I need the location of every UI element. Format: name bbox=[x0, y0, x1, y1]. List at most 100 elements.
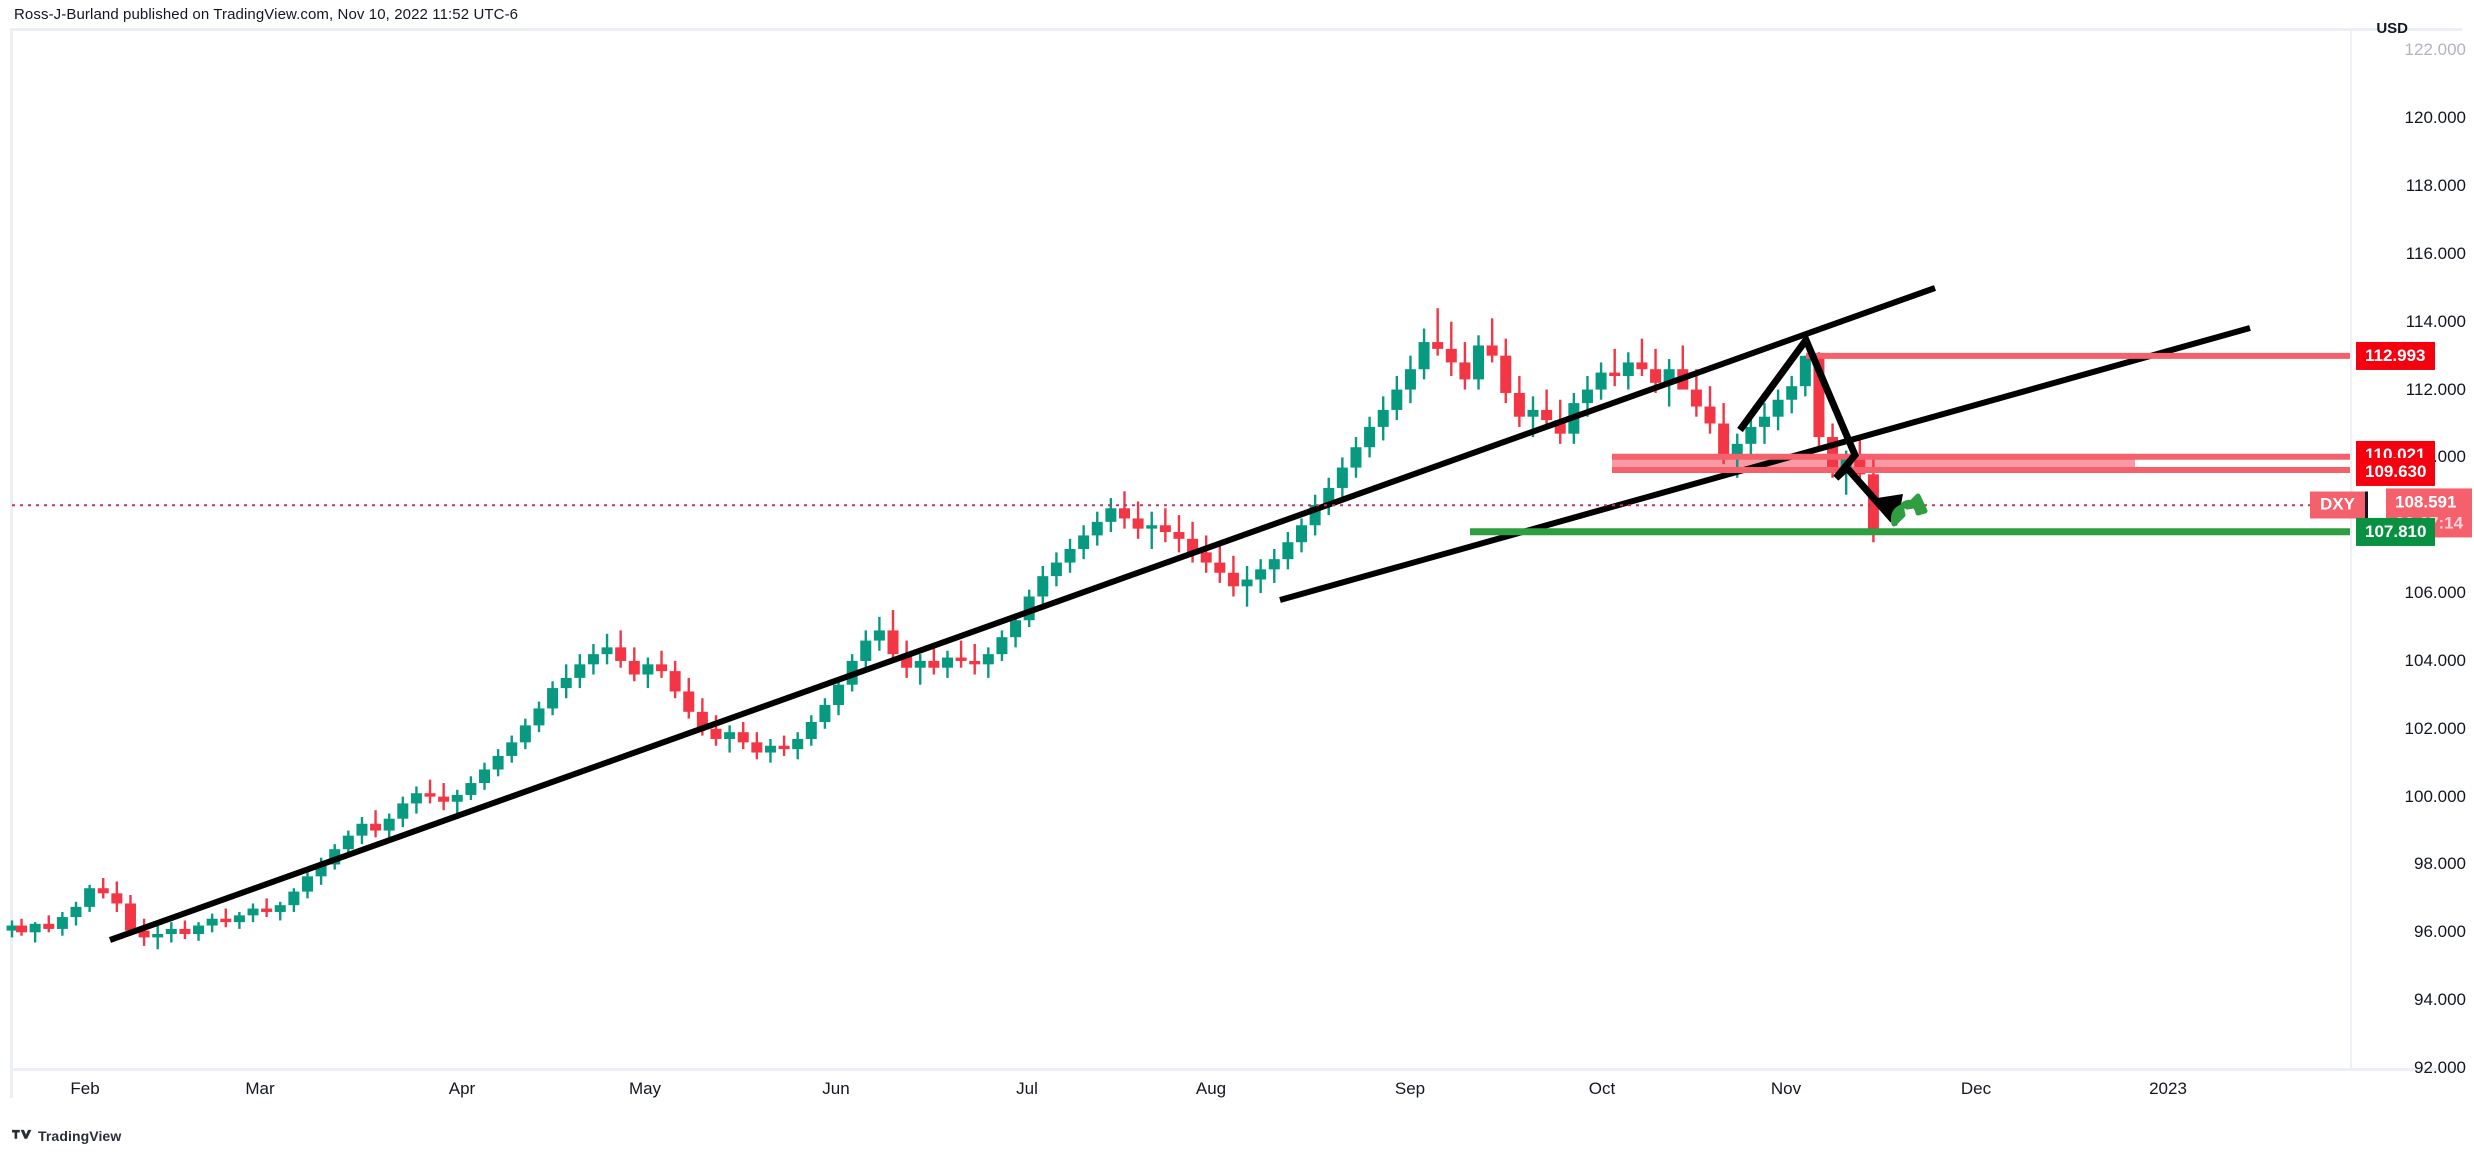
candle-body bbox=[1064, 549, 1076, 563]
price-tick-120-000: 120.000 bbox=[2404, 108, 2466, 128]
time-tick-sep: Sep bbox=[1394, 1079, 1426, 1098]
candle-body bbox=[1690, 389, 1702, 407]
candle-body bbox=[887, 630, 899, 655]
candle-body bbox=[1078, 535, 1090, 549]
candle-body bbox=[805, 722, 817, 739]
candle-body bbox=[724, 732, 736, 739]
candle-body bbox=[1350, 447, 1362, 468]
candle-body bbox=[982, 654, 994, 665]
candle-body bbox=[669, 671, 681, 692]
candle-body bbox=[1609, 372, 1621, 376]
candle-body bbox=[1854, 457, 1866, 475]
candle-body bbox=[1758, 416, 1770, 427]
support-price-badge[interactable]: 107.810 bbox=[2356, 517, 2436, 546]
candle-body bbox=[301, 876, 313, 892]
price-tick-106-000: 106.000 bbox=[2404, 583, 2466, 603]
time-tick-may: May bbox=[628, 1079, 662, 1098]
candle-body bbox=[1214, 562, 1226, 573]
price-tick-102-000: 102.000 bbox=[2404, 718, 2466, 738]
candle-body bbox=[1364, 426, 1376, 448]
candle-body bbox=[656, 664, 668, 672]
candle-body bbox=[873, 630, 885, 641]
candle-body bbox=[1581, 389, 1593, 404]
candle-body bbox=[16, 925, 28, 933]
candle-body bbox=[424, 793, 436, 797]
candle-body bbox=[1187, 538, 1199, 553]
candle-body bbox=[111, 893, 123, 904]
candle-body bbox=[628, 660, 640, 675]
candle-body bbox=[519, 725, 531, 743]
candle-body bbox=[941, 657, 953, 668]
time-axis[interactable]: Feb Mar Apr May Jun Jul Aug Sep Oct Nov Dec 2023 bbox=[0, 1071, 2474, 1116]
price-tick-122-000: 122.000 bbox=[2404, 40, 2466, 60]
price-tick-114-000: 114.000 bbox=[2405, 311, 2466, 331]
candle-body bbox=[1159, 525, 1171, 533]
candle-body bbox=[1418, 342, 1430, 370]
candle-body bbox=[1105, 508, 1117, 522]
resistance-price-badge[interactable]: 112.993 bbox=[2356, 341, 2435, 370]
candle-body bbox=[410, 793, 422, 804]
candle-body bbox=[261, 908, 273, 912]
bounce-arrow-icon bbox=[1891, 493, 1928, 527]
candle-body bbox=[152, 934, 164, 938]
candle-body bbox=[1336, 467, 1348, 488]
candle-body bbox=[1404, 369, 1416, 390]
candle-body bbox=[914, 660, 926, 668]
candle-body bbox=[1445, 348, 1457, 363]
candle-body bbox=[220, 918, 232, 923]
candle-body bbox=[97, 888, 109, 894]
candle-body bbox=[233, 915, 245, 923]
candle-body bbox=[601, 647, 613, 655]
time-tick-2023: 2023 bbox=[2149, 1079, 2187, 1098]
candle-body bbox=[1255, 569, 1267, 580]
candle-body bbox=[955, 657, 967, 661]
candle-body bbox=[438, 796, 450, 802]
candle-body bbox=[165, 928, 177, 935]
candle-body bbox=[397, 803, 409, 819]
candle-body bbox=[1037, 576, 1049, 597]
candle-body bbox=[1827, 437, 1839, 468]
candle-body bbox=[29, 923, 41, 933]
candle-body bbox=[533, 708, 545, 726]
pane-separator bbox=[10, 1068, 2462, 1071]
candle-body bbox=[737, 732, 749, 743]
candle-body bbox=[1200, 552, 1212, 563]
candle-body bbox=[1554, 420, 1566, 434]
candle-body bbox=[6, 925, 18, 931]
candle-body bbox=[179, 928, 191, 935]
candle-body bbox=[1282, 542, 1294, 560]
candle-body bbox=[193, 925, 205, 935]
trendline-secondary-uptrend[interactable] bbox=[1279, 325, 2251, 603]
projected-path-zigzag[interactable] bbox=[1737, 332, 1896, 523]
candle-body bbox=[451, 794, 463, 802]
time-tick-aug: Aug bbox=[1195, 1079, 1227, 1098]
time-tick-nov: Nov bbox=[1770, 1079, 1802, 1098]
publisher-byline: Ross-J-Burland published on TradingView.… bbox=[14, 6, 519, 23]
candle-body bbox=[547, 688, 559, 709]
zone-bottom-price-badge[interactable]: 109.630 bbox=[2356, 457, 2436, 486]
candle-body bbox=[860, 640, 872, 661]
time-tick-jul: Jul bbox=[1016, 1079, 1038, 1098]
candle-body bbox=[288, 891, 300, 906]
time-tick-mar: Mar bbox=[245, 1079, 275, 1098]
price-tick-98-000: 98.000 bbox=[2414, 854, 2466, 874]
candle-body bbox=[43, 923, 55, 929]
candle-body bbox=[1091, 521, 1103, 536]
price-tick-100-000: 100.000 bbox=[2404, 786, 2466, 806]
candle-body bbox=[1786, 386, 1798, 400]
candle-body bbox=[683, 691, 695, 712]
candle-body bbox=[1718, 423, 1730, 455]
symbol-badge[interactable]: DXY bbox=[2310, 491, 2368, 519]
candle-body bbox=[247, 908, 259, 916]
candle-body bbox=[710, 728, 722, 739]
time-tick-dec: Dec bbox=[1960, 1079, 1992, 1098]
candle-body bbox=[901, 654, 913, 668]
candle-body bbox=[1486, 345, 1498, 356]
candle-body bbox=[1622, 362, 1634, 376]
time-tick-apr: Apr bbox=[448, 1079, 476, 1098]
candle-body bbox=[1636, 362, 1648, 370]
trendline-major-uptrend[interactable] bbox=[108, 285, 1937, 943]
candle-body bbox=[1268, 559, 1280, 570]
candle-body bbox=[383, 818, 395, 831]
